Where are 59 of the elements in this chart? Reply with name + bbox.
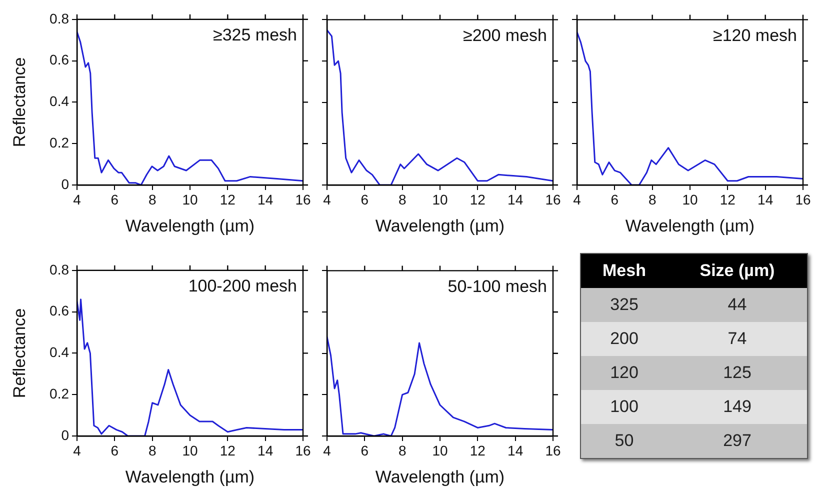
x-tick-label: 12 (470, 191, 486, 208)
x-tick-label: 14 (258, 442, 274, 458)
x-tick-label: 14 (508, 191, 524, 208)
category-label: Size (µm) (698, 260, 776, 282)
category-label: Mesh (602, 260, 647, 282)
x-tick-label: 8 (148, 442, 156, 458)
x-tick-label: 10 (432, 442, 448, 458)
x-tick-label: 16 (545, 191, 561, 208)
x-tick-label: 10 (432, 191, 448, 208)
y-tick-label: 0.2 (50, 385, 70, 402)
y-tick-label: 0.4 (50, 93, 70, 110)
x-tick-label: 8 (648, 191, 656, 208)
x-axis-title: Wavelength (µm) (125, 216, 255, 236)
annotation: ≥120 mesh (713, 26, 797, 45)
y-tick-label: 0.6 (50, 52, 70, 68)
x-tick-label: 10 (682, 191, 698, 208)
x-tick-label: 4 (73, 442, 82, 458)
y-tick-label: 0.8 (50, 261, 70, 278)
y-axis-title: Reflectance (10, 308, 29, 398)
x-axis-title: Wavelength (µm) (375, 467, 505, 486)
x-tick-label: 4 (323, 442, 332, 458)
y-tick-label: 0.6 (50, 302, 70, 319)
y-axis-title: Reflectance (10, 57, 29, 148)
x-tick-label: 8 (398, 442, 406, 458)
x-tick-label: 8 (148, 191, 156, 208)
x-axis-title: Wavelength (µm) (625, 216, 755, 236)
y-tick-label: 0.8 (50, 10, 70, 26)
annotation: ≥325 mesh (213, 26, 297, 45)
annotation: 100-200 mesh (188, 276, 297, 296)
x-tick-label: 14 (258, 191, 274, 208)
x-tick-label: 12 (220, 442, 236, 458)
x-tick-label: 14 (758, 191, 774, 208)
y-tick-label: 0.2 (50, 134, 70, 150)
x-tick-label: 6 (110, 191, 119, 208)
x-tick-label: 12 (220, 191, 236, 208)
x-tick-label: 6 (360, 442, 369, 458)
x-tick-label: 14 (508, 442, 524, 458)
x-tick-label: 6 (110, 442, 119, 458)
y-tick-label: 0 (61, 176, 70, 192)
x-tick-label: 4 (573, 191, 582, 208)
x-tick-label: 12 (470, 442, 486, 458)
x-tick-label: 16 (295, 442, 311, 458)
x-tick-label: 10 (182, 442, 198, 458)
x-tick-label: 6 (360, 191, 369, 208)
annotation: ≥200 mesh (463, 26, 547, 45)
y-tick-label: 0 (61, 426, 70, 443)
y-tick-label: 0.4 (50, 344, 70, 360)
x-tick-label: 4 (323, 191, 332, 208)
x-tick-label: 12 (720, 191, 736, 208)
x-tick-label: 16 (295, 191, 311, 208)
x-axis-title: Wavelength (µm) (375, 216, 505, 236)
x-axis-title: Wavelength (µm) (125, 467, 255, 486)
x-tick-label: 8 (398, 191, 406, 208)
x-tick-label: 10 (182, 191, 198, 208)
x-tick-label: 16 (545, 442, 561, 458)
annotation: 50-100 mesh (448, 276, 547, 296)
x-tick-label: 16 (795, 191, 811, 208)
x-tick-label: 6 (610, 191, 619, 208)
x-tick-label: 4 (73, 191, 82, 208)
